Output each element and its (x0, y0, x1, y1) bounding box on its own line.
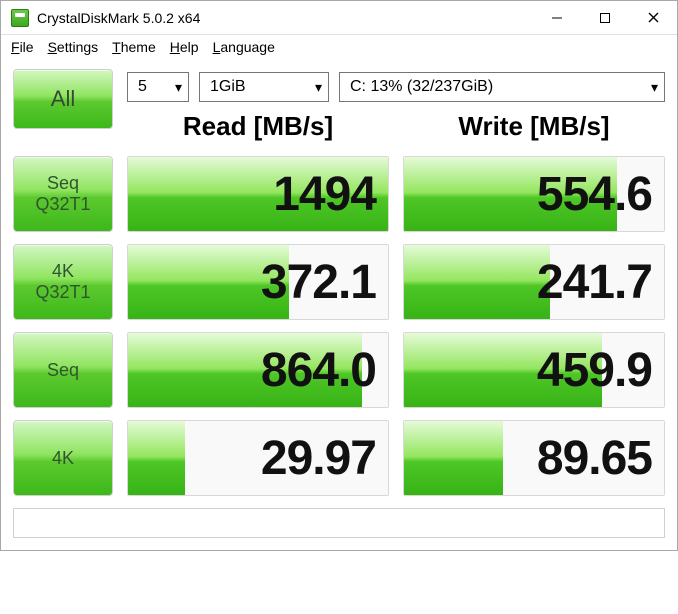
seq-q32t1-l2: Q32T1 (35, 194, 90, 214)
status-bar (13, 508, 665, 538)
4k-q32t1-l2: Q32T1 (35, 282, 90, 302)
seq-q32t1-write: 554.6 (403, 156, 665, 232)
4k-label: 4K (52, 448, 74, 469)
seq-q32t1-l1: Seq (47, 173, 79, 193)
all-button-label: All (51, 86, 75, 111)
4k-q32t1-l1: 4K (52, 261, 74, 281)
4k-button[interactable]: 4K (13, 420, 113, 496)
minimize-icon (551, 12, 563, 24)
chevron-down-icon: ▾ (315, 79, 322, 96)
close-icon (647, 11, 660, 24)
seq-read: 864.0 (127, 332, 389, 408)
top-grid: All 5 ▾ 1GiB ▾ C: 13% (32/237GiB) ▾ (13, 69, 665, 150)
4k-write-value: 89.65 (404, 421, 664, 495)
seq-write: 459.9 (403, 332, 665, 408)
menu-settings[interactable]: Settings (48, 39, 99, 55)
app-icon (11, 9, 29, 27)
4k-q32t1-write: 241.7 (403, 244, 665, 320)
window-title: CrystalDiskMark 5.0.2 x64 (37, 10, 533, 26)
menu-theme[interactable]: Theme (112, 39, 156, 55)
controls-row: 5 ▾ 1GiB ▾ C: 13% (32/237GiB) ▾ (127, 69, 665, 105)
size-value: 1GiB (210, 78, 246, 96)
results-grid: SeqQ32T1 1494 554.6 4KQ32T1 372.1 241.7 (13, 156, 665, 496)
write-header: Write [MB/s] (403, 105, 665, 150)
seq-write-value: 459.9 (404, 333, 664, 407)
close-button[interactable] (629, 1, 677, 34)
4k-read: 29.97 (127, 420, 389, 496)
chevron-down-icon: ▾ (175, 79, 182, 96)
titlebar: CrystalDiskMark 5.0.2 x64 (1, 1, 677, 35)
seq-label: Seq (47, 360, 79, 381)
seq-q32t1-write-value: 554.6 (404, 157, 664, 231)
4k-write: 89.65 (403, 420, 665, 496)
seq-button[interactable]: Seq (13, 332, 113, 408)
drive-value: C: 13% (32/237GiB) (350, 78, 493, 96)
4k-read-value: 29.97 (128, 421, 388, 495)
4k-q32t1-button[interactable]: 4KQ32T1 (13, 244, 113, 320)
content-area: All 5 ▾ 1GiB ▾ C: 13% (32/237GiB) ▾ (1, 61, 677, 550)
menu-help[interactable]: Help (170, 39, 199, 55)
seq-read-value: 864.0 (128, 333, 388, 407)
seq-q32t1-button[interactable]: SeqQ32T1 (13, 156, 113, 232)
window-buttons (533, 1, 677, 34)
4k-q32t1-read-value: 372.1 (128, 245, 388, 319)
runs-value: 5 (138, 78, 147, 96)
size-select[interactable]: 1GiB ▾ (199, 72, 329, 102)
seq-q32t1-read-value: 1494 (128, 157, 388, 231)
chevron-down-icon: ▾ (651, 79, 658, 96)
read-header: Read [MB/s] (127, 105, 389, 150)
maximize-icon (599, 12, 611, 24)
app-window: CrystalDiskMark 5.0.2 x64 File Settings … (0, 0, 678, 551)
all-button[interactable]: All (13, 69, 113, 129)
menu-file[interactable]: File (11, 39, 34, 55)
drive-select[interactable]: C: 13% (32/237GiB) ▾ (339, 72, 665, 102)
4k-q32t1-write-value: 241.7 (404, 245, 664, 319)
minimize-button[interactable] (533, 1, 581, 34)
menubar: File Settings Theme Help Language (1, 35, 677, 61)
runs-select[interactable]: 5 ▾ (127, 72, 189, 102)
4k-q32t1-read: 372.1 (127, 244, 389, 320)
maximize-button[interactable] (581, 1, 629, 34)
seq-q32t1-read: 1494 (127, 156, 389, 232)
menu-language[interactable]: Language (213, 39, 275, 55)
